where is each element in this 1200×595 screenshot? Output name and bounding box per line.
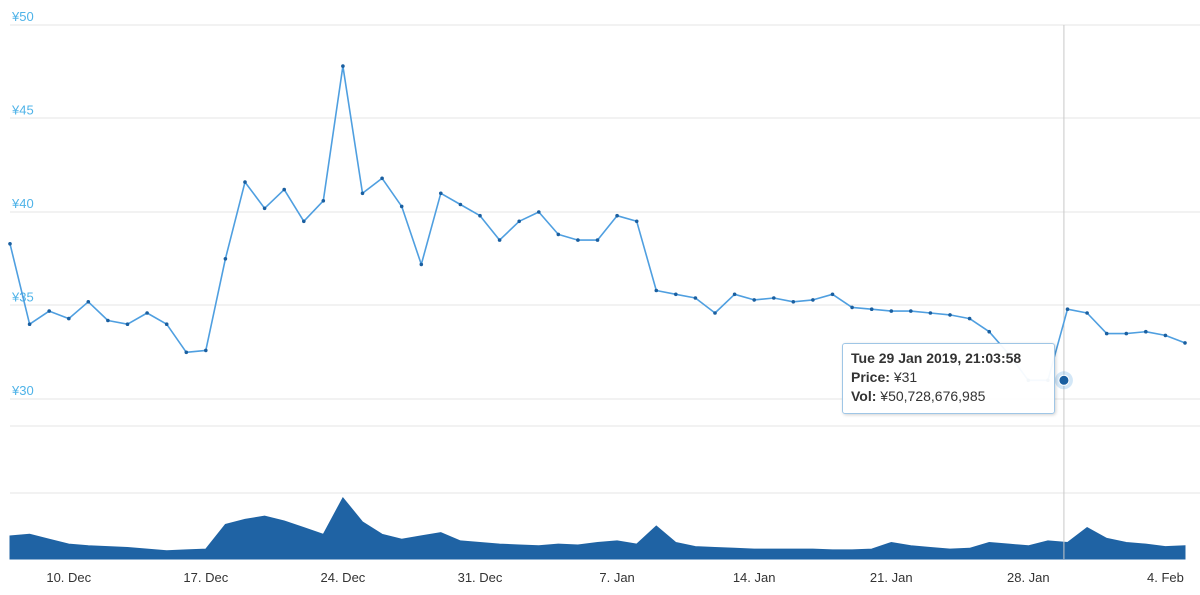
price-point[interactable] bbox=[27, 322, 32, 327]
y-tick-label: ¥40 bbox=[11, 196, 34, 211]
price-point[interactable] bbox=[615, 213, 619, 218]
price-point[interactable] bbox=[439, 191, 443, 196]
price-point[interactable] bbox=[321, 199, 326, 203]
price-point[interactable] bbox=[47, 309, 51, 313]
price-point[interactable] bbox=[1065, 307, 1070, 312]
price-point[interactable] bbox=[693, 296, 698, 300]
price-point[interactable] bbox=[928, 311, 933, 315]
price-point[interactable] bbox=[164, 322, 169, 327]
price-point[interactable] bbox=[458, 202, 463, 207]
price-line-series[interactable] bbox=[8, 64, 1187, 383]
price-point[interactable] bbox=[537, 210, 541, 214]
price-point[interactable] bbox=[282, 187, 287, 192]
tooltip-vol-label: Vol: bbox=[851, 388, 877, 404]
price-point[interactable] bbox=[634, 219, 639, 224]
price-point[interactable] bbox=[967, 316, 972, 321]
x-tick-label: 28. Jan bbox=[1007, 570, 1050, 585]
y-tick-label: ¥50 bbox=[11, 9, 34, 24]
x-tick-label: 10. Dec bbox=[46, 570, 91, 585]
price-point[interactable] bbox=[67, 316, 71, 321]
price-point[interactable] bbox=[732, 292, 737, 297]
price-point[interactable] bbox=[8, 242, 12, 246]
tooltip-price-label: Price: bbox=[851, 369, 890, 385]
price-point[interactable] bbox=[772, 296, 776, 300]
price-point[interactable] bbox=[987, 329, 991, 334]
volume-area bbox=[9, 497, 1186, 560]
price-point[interactable] bbox=[341, 64, 345, 68]
price-point[interactable] bbox=[302, 219, 306, 224]
price-point[interactable] bbox=[184, 350, 189, 355]
price-point[interactable] bbox=[1085, 311, 1089, 315]
price-point[interactable] bbox=[791, 300, 796, 304]
price-point[interactable] bbox=[752, 298, 756, 302]
price-point[interactable] bbox=[380, 176, 384, 181]
price-point[interactable] bbox=[713, 311, 717, 315]
price-point[interactable] bbox=[869, 307, 874, 312]
price-point[interactable] bbox=[1183, 341, 1187, 345]
price-point[interactable] bbox=[830, 292, 835, 297]
price-point[interactable] bbox=[145, 311, 149, 315]
price-point[interactable] bbox=[478, 213, 482, 218]
tooltip: Tue 29 Jan 2019, 21:03:58 Price: ¥31 Vol… bbox=[842, 343, 1055, 414]
tooltip-vol-value: ¥50,728,676,985 bbox=[880, 388, 986, 404]
tooltip-vol-row: Vol: ¥50,728,676,985 bbox=[851, 387, 1046, 406]
price-point[interactable] bbox=[576, 238, 580, 242]
price-point[interactable] bbox=[204, 348, 208, 353]
x-tick-label: 21. Jan bbox=[870, 570, 913, 585]
price-point[interactable] bbox=[399, 204, 404, 209]
price-point[interactable] bbox=[1144, 329, 1148, 334]
price-point[interactable] bbox=[1124, 331, 1129, 336]
price-point[interactable] bbox=[497, 238, 502, 242]
y-tick-label: ¥30 bbox=[11, 383, 34, 398]
x-tick-label: 14. Jan bbox=[733, 570, 776, 585]
x-tick-label: 17. Dec bbox=[183, 570, 228, 585]
price-point[interactable] bbox=[243, 180, 247, 184]
tooltip-title: Tue 29 Jan 2019, 21:03:58 bbox=[851, 350, 1022, 366]
price-point[interactable] bbox=[595, 238, 600, 242]
price-point[interactable] bbox=[948, 313, 952, 317]
price-point[interactable] bbox=[419, 262, 424, 267]
price-point[interactable] bbox=[125, 322, 130, 327]
price-point[interactable] bbox=[86, 300, 91, 304]
price-point[interactable] bbox=[360, 191, 365, 196]
price-line bbox=[9, 65, 1186, 382]
price-point[interactable] bbox=[262, 206, 267, 211]
price-point[interactable] bbox=[517, 219, 521, 224]
price-point[interactable] bbox=[889, 309, 894, 313]
gridlines bbox=[10, 24, 1200, 494]
price-point[interactable] bbox=[811, 298, 815, 302]
volume-area-series bbox=[9, 497, 1186, 560]
hover-point[interactable] bbox=[1058, 374, 1070, 386]
x-tick-label: 24. Dec bbox=[321, 570, 366, 585]
x-tick-label: 7. Jan bbox=[599, 570, 634, 585]
tooltip-price-value: ¥31 bbox=[893, 369, 918, 385]
y-axis-ticks: ¥30¥35¥40¥45¥50 bbox=[11, 9, 34, 398]
hover-marker bbox=[1054, 371, 1073, 390]
price-point[interactable] bbox=[674, 292, 678, 297]
y-tick-label: ¥45 bbox=[11, 103, 34, 118]
price-point[interactable] bbox=[556, 232, 561, 237]
price-point[interactable] bbox=[909, 309, 913, 313]
x-axis-ticks: 10. Dec 17. Dec 24. Dec 31. Dec 7. Jan 14. Ja… bbox=[46, 570, 1184, 585]
x-tick-label: 31. Dec bbox=[458, 570, 503, 585]
price-point[interactable] bbox=[1163, 333, 1168, 338]
x-tick-label: 4. Feb bbox=[1147, 570, 1184, 585]
price-point[interactable] bbox=[850, 305, 854, 310]
price-point[interactable] bbox=[1104, 331, 1109, 336]
tooltip-price-row: Price: ¥31 bbox=[851, 368, 1046, 387]
price-point[interactable] bbox=[106, 318, 110, 323]
price-point[interactable] bbox=[223, 257, 228, 261]
price-point[interactable] bbox=[654, 288, 659, 293]
